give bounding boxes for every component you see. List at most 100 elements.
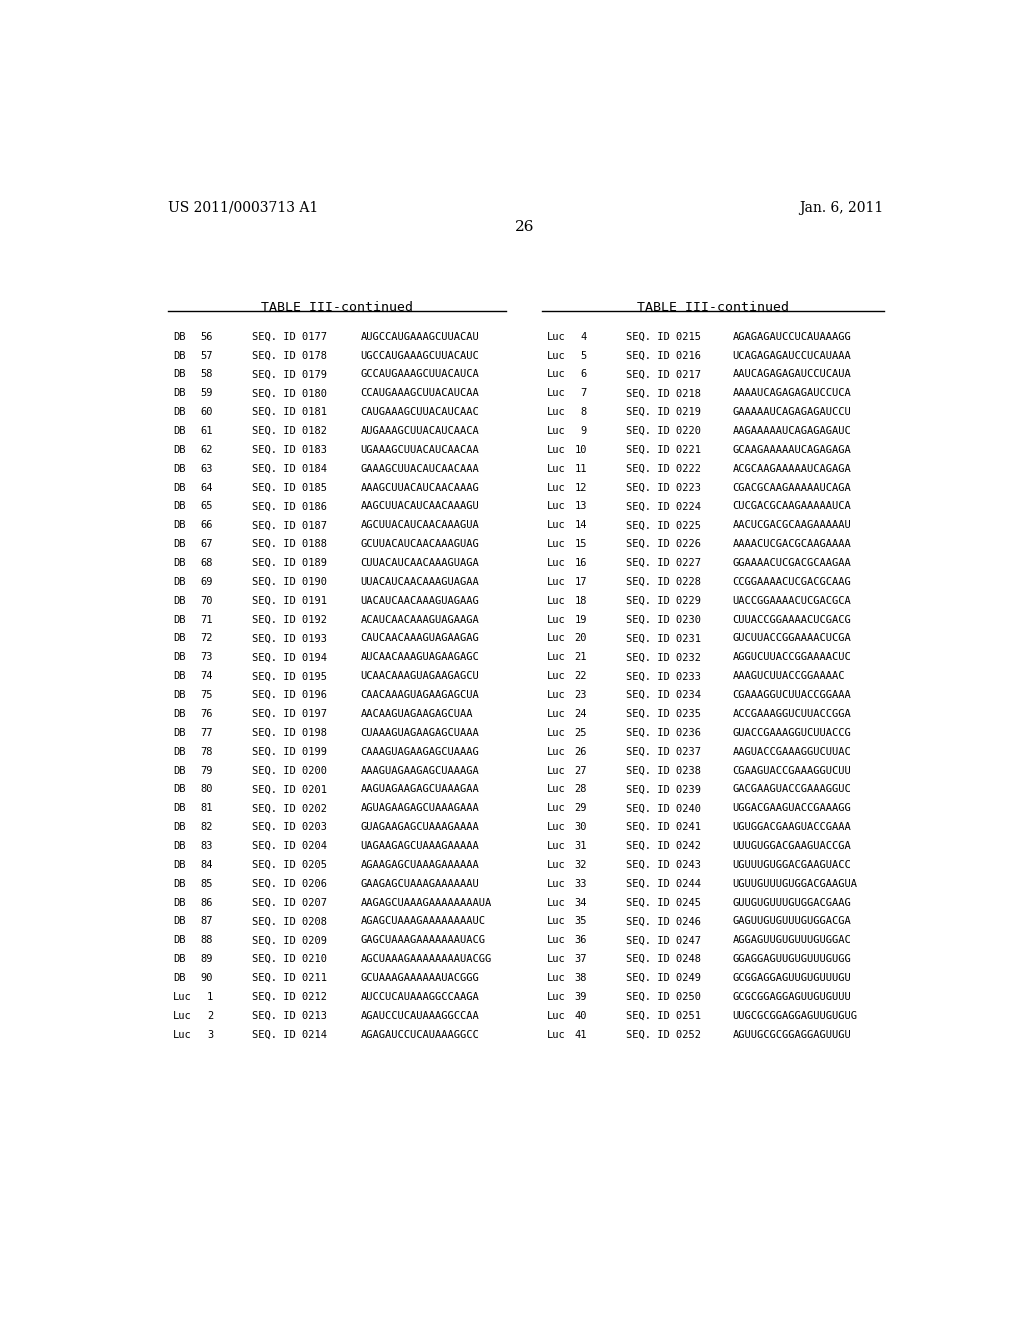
Text: 82: 82	[201, 822, 213, 832]
Text: 86: 86	[201, 898, 213, 908]
Text: 65: 65	[201, 502, 213, 511]
Text: 1: 1	[207, 991, 213, 1002]
Text: SEQ. ID 0244: SEQ. ID 0244	[626, 879, 700, 888]
Text: AGCUUACAUCAACAAAGUA: AGCUUACAUCAACAAAGUA	[360, 520, 479, 531]
Text: DB: DB	[173, 936, 185, 945]
Text: AAGAAAAAUCAGAGAGAUC: AAGAAAAAUCAGAGAGAUC	[732, 426, 851, 436]
Text: AACUCGACGCAAGAAAAAU: AACUCGACGCAAGAAAAAU	[732, 520, 851, 531]
Text: SEQ. ID 0195: SEQ. ID 0195	[252, 671, 327, 681]
Text: SEQ. ID 0219: SEQ. ID 0219	[626, 407, 700, 417]
Text: 26: 26	[515, 220, 535, 234]
Text: Luc: Luc	[173, 991, 191, 1002]
Text: AAAACUCGACGCAAGAAAA: AAAACUCGACGCAAGAAAA	[732, 539, 851, 549]
Text: 29: 29	[574, 804, 587, 813]
Text: 32: 32	[574, 859, 587, 870]
Text: 81: 81	[201, 804, 213, 813]
Text: SEQ. ID 0184: SEQ. ID 0184	[252, 463, 327, 474]
Text: SEQ. ID 0212: SEQ. ID 0212	[252, 991, 327, 1002]
Text: Luc: Luc	[547, 1011, 565, 1020]
Text: DB: DB	[173, 822, 185, 832]
Text: GCUUACAUCAACAAAGUAG: GCUUACAUCAACAAAGUAG	[360, 539, 479, 549]
Text: CCAUGAAAGCUUACAUCAA: CCAUGAAAGCUUACAUCAA	[360, 388, 479, 399]
Text: DB: DB	[173, 370, 185, 379]
Text: CUUACAUCAACAAAGUAGA: CUUACAUCAACAAAGUAGA	[360, 558, 479, 568]
Text: SEQ. ID 0196: SEQ. ID 0196	[252, 690, 327, 700]
Text: SEQ. ID 0198: SEQ. ID 0198	[252, 727, 327, 738]
Text: 30: 30	[574, 822, 587, 832]
Text: Luc: Luc	[547, 577, 565, 587]
Text: 71: 71	[201, 615, 213, 624]
Text: DB: DB	[173, 804, 185, 813]
Text: 8: 8	[581, 407, 587, 417]
Text: SEQ. ID 0251: SEQ. ID 0251	[626, 1011, 700, 1020]
Text: Luc: Luc	[547, 520, 565, 531]
Text: SEQ. ID 0192: SEQ. ID 0192	[252, 615, 327, 624]
Text: AGUAGAAGAGCUAAAGAAA: AGUAGAAGAGCUAAAGAAA	[360, 804, 479, 813]
Text: CGACGCAAGAAAAAUCAGA: CGACGCAAGAAAAAUCAGA	[732, 483, 851, 492]
Text: SEQ. ID 0229: SEQ. ID 0229	[626, 595, 700, 606]
Text: SEQ. ID 0207: SEQ. ID 0207	[252, 898, 327, 908]
Text: Luc: Luc	[547, 634, 565, 643]
Text: SEQ. ID 0209: SEQ. ID 0209	[252, 936, 327, 945]
Text: DB: DB	[173, 727, 185, 738]
Text: GCUAAAGAAAAAAUACGGG: GCUAAAGAAAAAAUACGGG	[360, 973, 479, 983]
Text: DB: DB	[173, 426, 185, 436]
Text: DB: DB	[173, 898, 185, 908]
Text: SEQ. ID 0246: SEQ. ID 0246	[626, 916, 700, 927]
Text: Luc: Luc	[547, 859, 565, 870]
Text: AAUCAGAGAGAUCCUCAUA: AAUCAGAGAGAUCCUCAUA	[732, 370, 851, 379]
Text: CGAAGUACCGAAAGGUCUU: CGAAGUACCGAAAGGUCUU	[732, 766, 851, 776]
Text: Luc: Luc	[547, 370, 565, 379]
Text: SEQ. ID 0187: SEQ. ID 0187	[252, 520, 327, 531]
Text: SEQ. ID 0200: SEQ. ID 0200	[252, 766, 327, 776]
Text: 12: 12	[574, 483, 587, 492]
Text: CUCGACGCAAGAAAAAUCA: CUCGACGCAAGAAAAAUCA	[732, 502, 851, 511]
Text: 60: 60	[201, 407, 213, 417]
Text: SEQ. ID 0216: SEQ. ID 0216	[626, 351, 700, 360]
Text: 27: 27	[574, 766, 587, 776]
Text: GUACCGAAAGGUCUUACCG: GUACCGAAAGGUCUUACCG	[732, 727, 851, 738]
Text: Luc: Luc	[547, 690, 565, 700]
Text: SEQ. ID 0185: SEQ. ID 0185	[252, 483, 327, 492]
Text: UGUGGACGAAGUACCGAAA: UGUGGACGAAGUACCGAAA	[732, 822, 851, 832]
Text: Luc: Luc	[547, 822, 565, 832]
Text: UACAUCAACAAAGUAGAAG: UACAUCAACAAAGUAGAAG	[360, 595, 479, 606]
Text: Luc: Luc	[547, 445, 565, 455]
Text: SEQ. ID 0239: SEQ. ID 0239	[626, 784, 700, 795]
Text: SEQ. ID 0193: SEQ. ID 0193	[252, 634, 327, 643]
Text: 85: 85	[201, 879, 213, 888]
Text: AACAAGUAGAAGAGCUAA: AACAAGUAGAAGAGCUAA	[360, 709, 473, 719]
Text: Luc: Luc	[547, 973, 565, 983]
Text: 11: 11	[574, 463, 587, 474]
Text: SEQ. ID 0205: SEQ. ID 0205	[252, 859, 327, 870]
Text: AGCUAAAGAAAAAAAAUACGG: AGCUAAAGAAAAAAAAUACGG	[360, 954, 492, 964]
Text: DB: DB	[173, 671, 185, 681]
Text: CAAAGUAGAAGAGCUAAAG: CAAAGUAGAAGAGCUAAAG	[360, 747, 479, 756]
Text: SEQ. ID 0202: SEQ. ID 0202	[252, 804, 327, 813]
Text: CAACAAAGUAGAAGAGCUA: CAACAAAGUAGAAGAGCUA	[360, 690, 479, 700]
Text: 22: 22	[574, 671, 587, 681]
Text: SEQ. ID 0249: SEQ. ID 0249	[626, 973, 700, 983]
Text: SEQ. ID 0232: SEQ. ID 0232	[626, 652, 700, 663]
Text: SEQ. ID 0215: SEQ. ID 0215	[626, 331, 700, 342]
Text: DB: DB	[173, 388, 185, 399]
Text: ACCGAAAGGUCUUACCGGA: ACCGAAAGGUCUUACCGGA	[732, 709, 851, 719]
Text: UACCGGAAAACUCGACGCA: UACCGGAAAACUCGACGCA	[732, 595, 851, 606]
Text: 2: 2	[207, 1011, 213, 1020]
Text: 68: 68	[201, 558, 213, 568]
Text: SEQ. ID 0252: SEQ. ID 0252	[626, 1030, 700, 1040]
Text: SEQ. ID 0206: SEQ. ID 0206	[252, 879, 327, 888]
Text: Luc: Luc	[547, 426, 565, 436]
Text: 31: 31	[574, 841, 587, 851]
Text: Luc: Luc	[547, 898, 565, 908]
Text: TABLE III-continued: TABLE III-continued	[637, 301, 788, 314]
Text: Luc: Luc	[547, 463, 565, 474]
Text: UCAGAGAGAUCCUCAUAAA: UCAGAGAGAUCCUCAUAAA	[732, 351, 851, 360]
Text: 56: 56	[201, 331, 213, 342]
Text: UGGACGAAGUACCGAAAGG: UGGACGAAGUACCGAAAGG	[732, 804, 851, 813]
Text: Luc: Luc	[547, 407, 565, 417]
Text: 61: 61	[201, 426, 213, 436]
Text: SEQ. ID 0228: SEQ. ID 0228	[626, 577, 700, 587]
Text: SEQ. ID 0222: SEQ. ID 0222	[626, 463, 700, 474]
Text: SEQ. ID 0226: SEQ. ID 0226	[626, 539, 700, 549]
